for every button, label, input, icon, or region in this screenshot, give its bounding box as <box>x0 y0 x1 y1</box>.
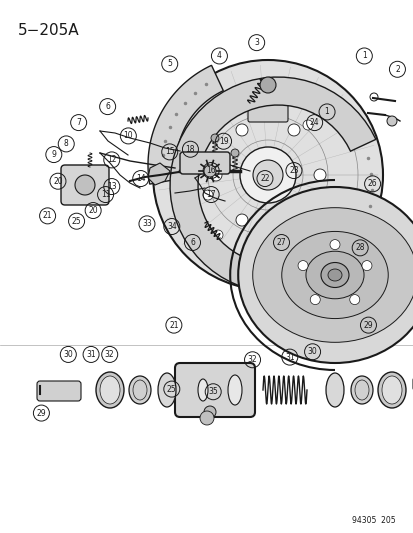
Text: 28: 28 <box>355 244 364 252</box>
Text: 94305  205: 94305 205 <box>351 516 395 525</box>
FancyBboxPatch shape <box>412 378 413 390</box>
Text: 29: 29 <box>363 321 373 329</box>
Text: 30: 30 <box>63 350 73 359</box>
Text: 30: 30 <box>307 348 317 356</box>
Circle shape <box>302 120 312 130</box>
Text: 12: 12 <box>107 156 116 164</box>
Text: 16: 16 <box>206 166 216 175</box>
FancyBboxPatch shape <box>175 363 254 417</box>
Text: 31: 31 <box>86 350 96 359</box>
Circle shape <box>297 261 307 271</box>
Text: 3: 3 <box>254 38 259 47</box>
Ellipse shape <box>228 375 242 405</box>
Text: 14: 14 <box>135 174 145 183</box>
Ellipse shape <box>252 208 413 342</box>
Text: 5: 5 <box>167 60 172 68</box>
Circle shape <box>259 77 275 93</box>
Text: 6: 6 <box>105 102 110 111</box>
Text: 32: 32 <box>247 356 257 364</box>
Ellipse shape <box>377 372 405 408</box>
Ellipse shape <box>197 379 207 401</box>
FancyBboxPatch shape <box>37 381 81 401</box>
Text: 4: 4 <box>216 52 221 60</box>
FancyBboxPatch shape <box>61 165 109 205</box>
Text: 21: 21 <box>43 212 52 220</box>
Ellipse shape <box>305 251 363 299</box>
Text: 1: 1 <box>324 108 329 116</box>
Text: 31: 31 <box>284 353 294 361</box>
Ellipse shape <box>96 372 124 408</box>
Circle shape <box>349 295 359 304</box>
Text: 27: 27 <box>276 238 286 247</box>
Polygon shape <box>148 66 223 184</box>
Circle shape <box>309 295 320 304</box>
Text: 10: 10 <box>123 132 133 140</box>
Text: 26: 26 <box>367 180 377 188</box>
Text: 18: 18 <box>185 145 195 154</box>
Text: 29: 29 <box>36 409 46 417</box>
Circle shape <box>153 60 382 290</box>
Text: 17: 17 <box>206 190 216 199</box>
Text: 8: 8 <box>64 140 69 148</box>
Text: 24: 24 <box>309 118 319 127</box>
Ellipse shape <box>320 262 348 287</box>
Ellipse shape <box>327 269 341 281</box>
Circle shape <box>313 169 325 181</box>
Circle shape <box>287 124 299 136</box>
Ellipse shape <box>237 187 413 363</box>
Ellipse shape <box>158 373 176 407</box>
Circle shape <box>329 240 339 249</box>
Text: 25: 25 <box>71 217 81 225</box>
Ellipse shape <box>281 231 387 319</box>
Circle shape <box>252 160 282 190</box>
Circle shape <box>235 214 247 226</box>
Text: 7: 7 <box>76 118 81 127</box>
Polygon shape <box>170 77 375 293</box>
Circle shape <box>211 134 218 142</box>
Circle shape <box>287 214 299 226</box>
Ellipse shape <box>129 376 151 404</box>
Text: 9: 9 <box>51 150 56 159</box>
Text: 2: 2 <box>394 65 399 74</box>
Circle shape <box>223 100 233 110</box>
Text: 11: 11 <box>101 190 110 199</box>
Text: 25: 25 <box>166 385 176 393</box>
Circle shape <box>204 406 216 418</box>
Text: 15: 15 <box>164 148 174 156</box>
Polygon shape <box>147 163 170 185</box>
Circle shape <box>199 411 214 425</box>
Circle shape <box>75 175 95 195</box>
Text: 21: 21 <box>169 321 178 329</box>
FancyBboxPatch shape <box>247 102 287 122</box>
Ellipse shape <box>350 376 372 404</box>
Text: 13: 13 <box>107 182 116 191</box>
Text: 1: 1 <box>361 52 366 60</box>
Text: 33: 33 <box>142 220 152 228</box>
Circle shape <box>386 116 396 126</box>
Circle shape <box>209 169 221 181</box>
Circle shape <box>361 261 371 271</box>
Text: 6: 6 <box>190 238 195 247</box>
Circle shape <box>240 147 295 203</box>
Text: 20: 20 <box>53 177 63 185</box>
Circle shape <box>235 124 247 136</box>
Text: 23: 23 <box>288 166 298 175</box>
Text: 19: 19 <box>218 137 228 146</box>
Text: 5−205A: 5−205A <box>18 23 79 38</box>
Text: 22: 22 <box>260 174 269 183</box>
Text: 35: 35 <box>208 387 218 396</box>
Text: 20: 20 <box>88 206 98 215</box>
Ellipse shape <box>100 376 120 404</box>
Ellipse shape <box>325 373 343 407</box>
Circle shape <box>202 190 212 200</box>
FancyBboxPatch shape <box>180 152 230 174</box>
Circle shape <box>230 149 238 157</box>
Ellipse shape <box>381 376 401 404</box>
Text: 32: 32 <box>104 350 114 359</box>
Circle shape <box>204 165 216 177</box>
Text: 34: 34 <box>166 222 176 231</box>
Circle shape <box>212 230 223 240</box>
